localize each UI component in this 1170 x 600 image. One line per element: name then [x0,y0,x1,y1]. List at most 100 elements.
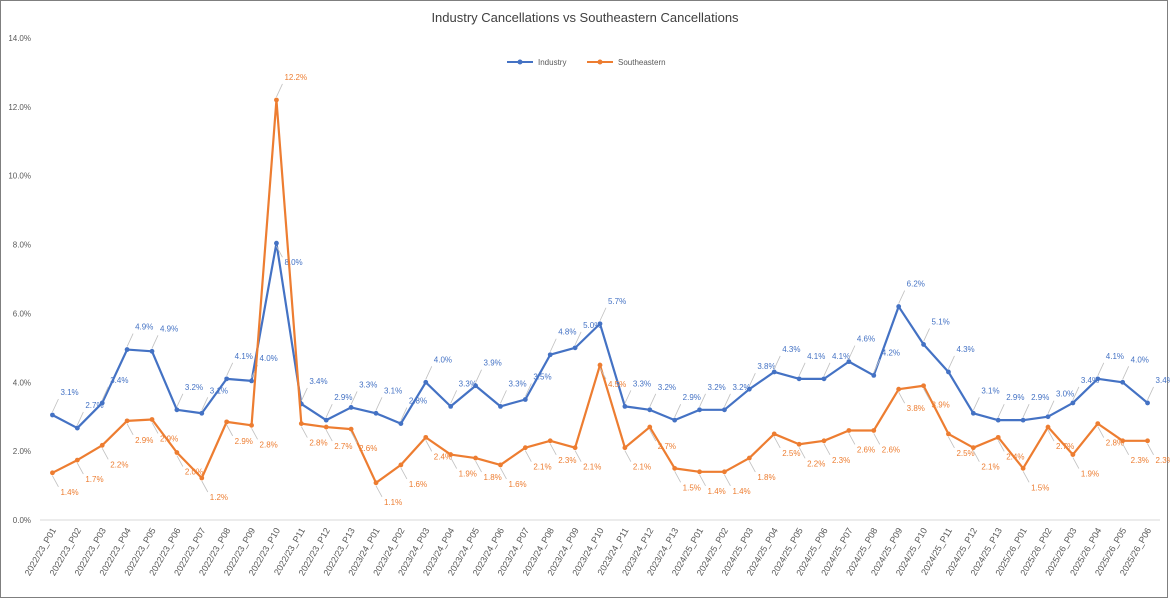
data-label: 1.7% [85,475,103,484]
leader-line [226,362,234,377]
leader-line [176,393,184,407]
data-label: 2.8% [409,397,427,406]
data-point [348,426,354,432]
series-line [51,242,1149,430]
data-label: 5.0% [583,321,601,330]
series-line [51,98,1148,484]
leader-line [201,480,209,493]
leader-line [848,433,856,445]
leader-line [599,367,607,380]
data-label: 3.5% [533,373,551,382]
leader-line [524,450,532,462]
leader-line [176,455,184,467]
leader-line [450,457,458,469]
data-point [871,373,877,378]
leader-line [674,403,682,418]
y-tick-label: 0.0% [13,516,31,525]
data-point [1095,421,1101,426]
leader-line [549,338,557,352]
data-label: 4.5% [608,380,626,389]
leader-line [1147,386,1154,401]
data-label: 1.8% [757,473,775,482]
leader-line [52,398,59,413]
data-point [771,431,777,437]
data-label: 3.4% [309,377,327,386]
leader-line [400,467,408,480]
leader-line [724,474,731,486]
leader-line [574,331,582,346]
data-label: 2.9% [160,434,178,443]
data-label: 2.6% [857,445,875,454]
data-point [1045,424,1051,430]
data-label: 1.1% [384,498,402,507]
data-point [1070,400,1076,406]
data-label: 2.6% [359,444,377,453]
data-point [995,434,1001,440]
leader-line [699,393,706,407]
leader-line [325,403,333,418]
leader-line [748,373,756,387]
leader-line [997,403,1005,418]
data-label: 1.9% [1081,470,1099,479]
data-label: 2.5% [782,449,800,458]
data-label: 2.8% [309,439,327,448]
data-label: 2.1% [633,463,651,472]
leader-line [699,474,706,486]
leader-line [300,426,308,438]
data-label: 2.4% [1006,452,1024,461]
leader-line [674,471,682,483]
data-point [274,97,279,103]
data-point [970,445,976,451]
data-point [50,412,55,418]
data-point [796,441,802,447]
data-point [871,428,877,433]
leader-line [325,429,333,442]
data-point [448,403,454,409]
leader-line [450,390,458,404]
data-label: 2.8% [1106,439,1124,448]
leader-line [997,440,1005,452]
data-label: 2.0% [185,468,203,477]
data-label: 3.0% [1056,390,1074,399]
data-label: 8.0% [284,258,302,267]
legend-label: Southeastern [618,58,666,67]
leader-line [624,390,632,404]
leader-line [276,83,283,98]
data-point [572,445,578,451]
leader-line [1147,443,1154,456]
data-point [946,369,951,375]
data-label: 2.6% [882,445,900,454]
data-label: 4.9% [135,323,153,332]
data-point [1070,452,1076,457]
data-point [796,376,802,382]
leader-line [1097,426,1105,438]
data-label: 4.9% [160,324,178,333]
data-point [746,386,752,392]
leader-line [126,333,134,347]
data-point [224,376,230,382]
leader-line [375,485,383,498]
leader-line [1072,386,1080,401]
leader-line [52,475,59,488]
data-label: 4.8% [558,328,576,337]
data-point [298,421,304,426]
data-label: 3.1% [384,386,402,395]
leader-line [948,436,955,449]
leader-line [724,393,731,407]
data-label: 2.3% [558,456,576,465]
data-label: 1.9% [459,470,477,479]
data-label: 1.8% [484,473,502,482]
data-point [821,438,827,444]
data-label: 4.1% [235,352,253,361]
data-point [323,417,329,423]
leader-line [599,307,607,321]
data-point [1095,376,1101,382]
data-label: 3.9% [484,359,502,368]
leader-line [350,431,358,444]
leader-line [948,355,955,370]
data-point [124,347,130,352]
data-point [921,383,926,389]
data-label: 2.7% [85,401,103,410]
data-label: 2.4% [434,452,452,461]
